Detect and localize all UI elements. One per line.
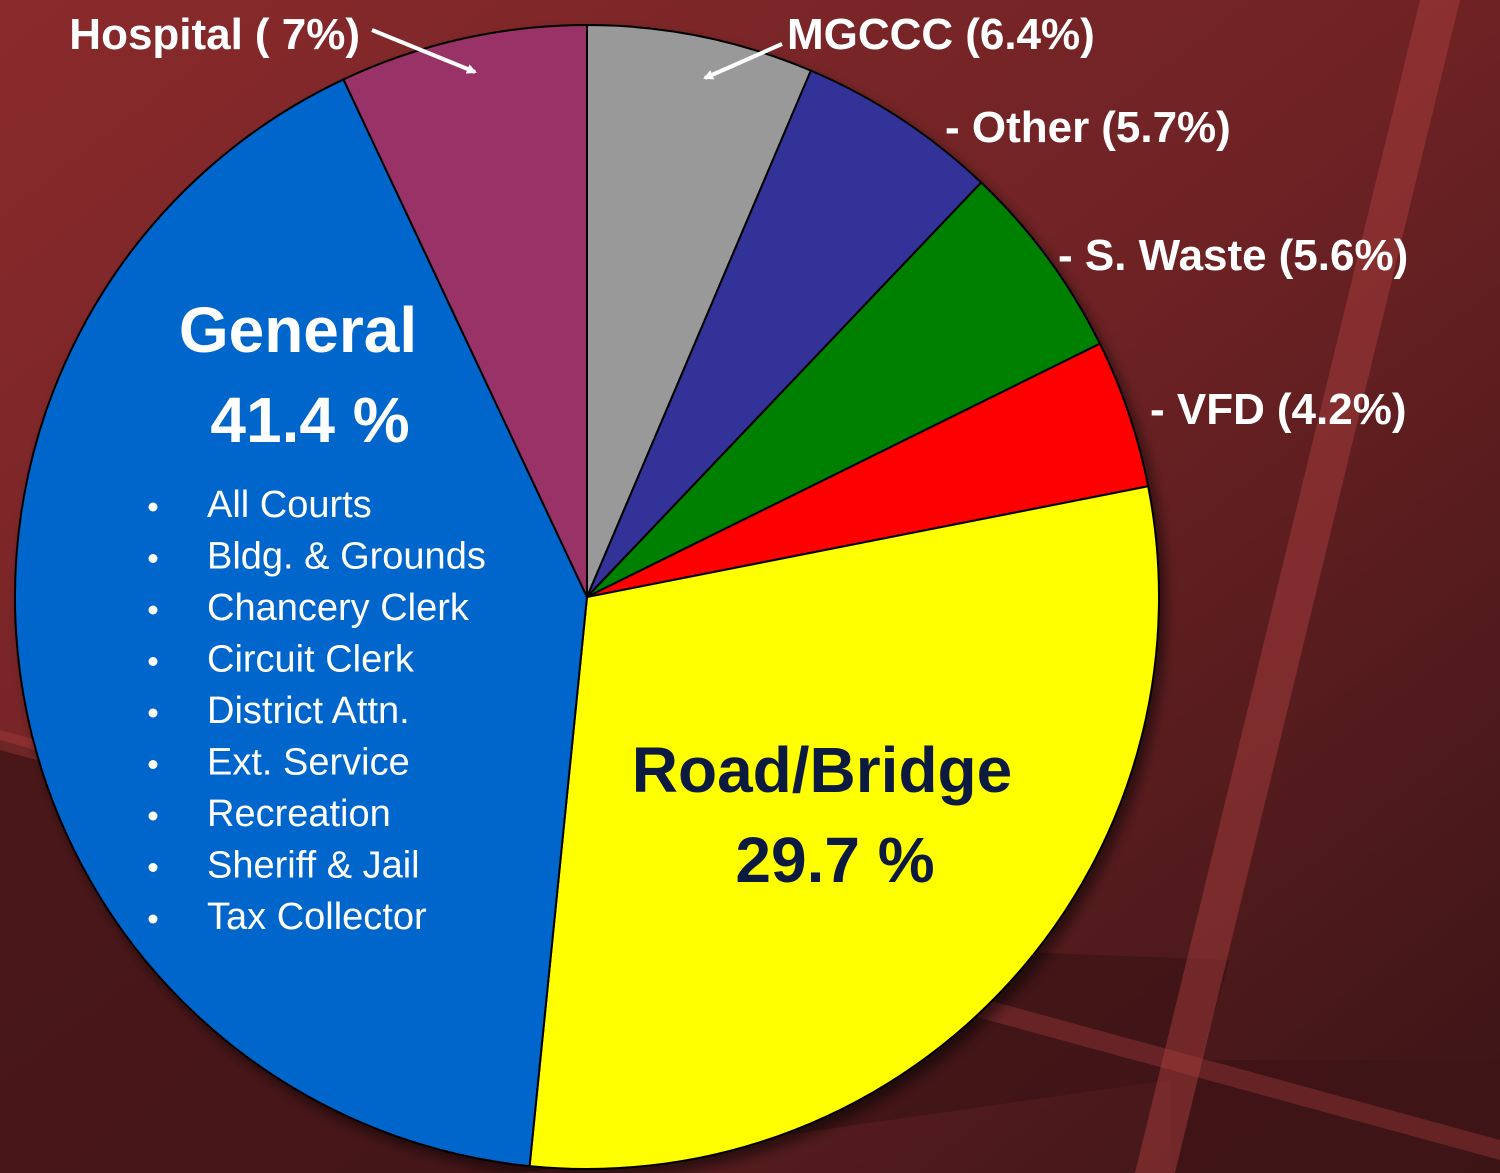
arrow [371,28,477,74]
category-label: Hospital [69,10,243,59]
bullet [148,760,158,769]
slice [586,23,813,598]
slice-label: - VFD (4.2%) [1150,385,1406,434]
bullet [148,554,158,563]
bullet [148,605,158,615]
value-label: (6.4%) [965,10,1095,59]
labels: MGCCC (6.4%) - Other (5.7%) - S. Waste (5.6%)… [69,10,1408,938]
category-label: - VFD [1150,385,1265,434]
list-item: Chancery Clerk [207,587,470,629]
slice [586,69,983,598]
value-label: (5.6%) [1279,231,1409,280]
list-item: Bldg. & Grounds [207,536,486,578]
list-item: District Attn. [207,690,410,732]
slice-label: - Other (5.7%) [945,103,1231,152]
category-label: - Other [945,103,1089,152]
list-item: Sheriff & Jail [207,845,420,887]
bullet [148,502,158,512]
category-label: - S. Waste [1058,231,1267,280]
category-label: General [179,294,417,366]
bullet [148,914,158,924]
slice-label: - S. Waste (5.6%) [1058,231,1408,280]
bullet [148,863,158,872]
pie [14,23,1160,1170]
value-label: (5.7%) [1101,103,1231,152]
value-label: 29.7 % [735,824,934,896]
list-item: Ext. Service [207,742,410,784]
list-item: Tax Collector [207,896,427,938]
slice [14,78,589,1168]
slice-label: Hospital( 7%) [69,10,360,59]
value-label: (4.2%) [1277,385,1407,434]
bullet [148,708,158,718]
slice-label: MGCCC (6.4%) [787,10,1095,59]
value-label: 41.4 % [210,384,409,456]
background-stripe [1135,0,1460,1173]
arrow [703,42,783,80]
category-label: Road/Bridge [632,734,1012,806]
list-item: Recreation [207,793,391,835]
bullet [148,811,158,821]
slice [528,485,1160,1170]
list-item: All Courts [207,484,372,526]
category-label: MGCCC [787,10,953,59]
value-label: ( 7%) [255,10,360,59]
slice [342,23,588,598]
bullet [148,657,158,666]
list-item: Circuit Clerk [207,639,415,681]
slice [586,181,1102,598]
